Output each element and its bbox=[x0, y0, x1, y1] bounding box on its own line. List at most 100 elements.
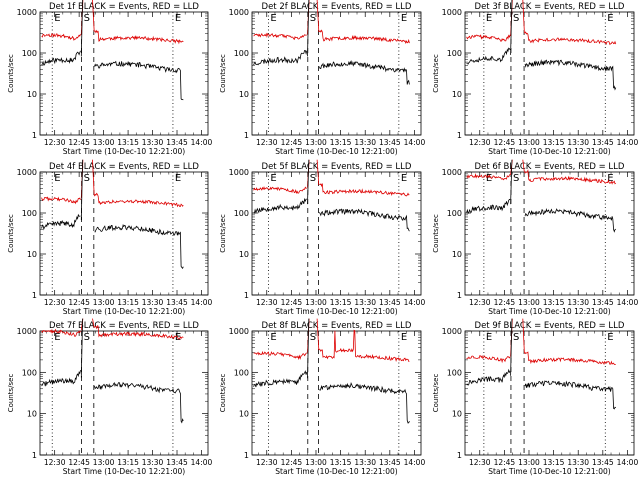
x-tick-label: 13:00 bbox=[93, 298, 115, 307]
events-series-line bbox=[41, 159, 184, 270]
x-tick-label: 13:30 bbox=[354, 138, 376, 147]
y-tick-label: 1 bbox=[457, 291, 462, 300]
x-tick-label: 13:45 bbox=[379, 298, 401, 307]
x-tick-label: 13:00 bbox=[305, 298, 327, 307]
marker-label: E bbox=[607, 173, 613, 184]
events-series-line bbox=[253, 0, 410, 85]
x-tick-label: 13:45 bbox=[166, 458, 188, 467]
x-tick-label: 13:45 bbox=[592, 458, 614, 467]
y-axis-label: Counts/sec bbox=[432, 54, 440, 93]
y-tick-label: 1 bbox=[244, 131, 249, 140]
x-tick-label: 13:15 bbox=[117, 458, 139, 467]
events-series-line bbox=[253, 318, 410, 424]
y-tick-label: 1000 bbox=[442, 327, 462, 336]
y-axis-label: Counts/sec bbox=[7, 54, 15, 93]
plot-frame bbox=[39, 171, 209, 296]
y-tick-label: 1 bbox=[244, 291, 249, 300]
x-axis-label: Start Time (10-Dec-10 12:21:00) bbox=[63, 307, 185, 316]
x-tick-label: 12:45 bbox=[494, 138, 516, 147]
x-tick-label: 13:45 bbox=[592, 138, 614, 147]
plot-frame bbox=[464, 330, 635, 456]
y-tick-label: 1000 bbox=[442, 168, 462, 177]
marker-label: E bbox=[270, 173, 276, 184]
x-tick-label: 13:45 bbox=[379, 458, 401, 467]
panel-det-7f: Det 7f BLACK = Events, RED = LLD 1 10 100 10… bbox=[7, 318, 213, 476]
x-tick-label: 12:30 bbox=[256, 458, 278, 467]
events-series-line bbox=[466, 0, 617, 91]
x-tick-label: 14:00 bbox=[617, 298, 639, 307]
x-axis-label: Start Time (10-Dec-10 12:21:00) bbox=[275, 467, 397, 476]
panel-det-1f: Det 1f BLACK = Events, RED = LLD 1 10 100 10… bbox=[7, 0, 213, 156]
panel-det-9f: Det 9f BLACK = Events, RED = LLD 1 10 100 10… bbox=[432, 318, 639, 476]
plot-frame bbox=[39, 11, 209, 136]
plot-frame bbox=[251, 11, 422, 136]
marker-label: E bbox=[175, 173, 181, 184]
marker-label: S bbox=[310, 173, 316, 184]
x-tick-label: 14:00 bbox=[404, 298, 426, 307]
x-tick-label: 13:30 bbox=[142, 298, 164, 307]
x-tick-label: 12:30 bbox=[44, 138, 66, 147]
marker-label: S bbox=[513, 173, 519, 184]
x-axis-label: Start Time (10-Dec-10 12:21:00) bbox=[275, 147, 397, 156]
y-tick-label: 100 bbox=[234, 209, 249, 218]
x-tick-label: 13:30 bbox=[354, 298, 376, 307]
x-tick-label: 13:15 bbox=[543, 458, 565, 467]
y-tick-label: 100 bbox=[234, 368, 249, 377]
plot-frame bbox=[251, 171, 422, 296]
marker-label: S bbox=[513, 13, 519, 24]
x-tick-label: 12:45 bbox=[494, 298, 516, 307]
x-tick-label: 12:45 bbox=[68, 298, 90, 307]
x-tick-label: 12:45 bbox=[68, 138, 90, 147]
x-tick-label: 12:30 bbox=[44, 458, 66, 467]
x-tick-label: 13:00 bbox=[305, 458, 327, 467]
y-tick-label: 1000 bbox=[442, 8, 462, 17]
y-tick-label: 10 bbox=[27, 410, 37, 419]
lld-series-line bbox=[253, 159, 410, 197]
marker-label: S bbox=[310, 332, 316, 343]
x-tick-label: 13:45 bbox=[166, 138, 188, 147]
x-tick-label: 14:00 bbox=[617, 458, 639, 467]
x-tick-label: 12:45 bbox=[281, 458, 303, 467]
lld-series-line bbox=[466, 318, 616, 366]
lld-series-line bbox=[253, 318, 410, 362]
x-tick-label: 13:45 bbox=[166, 298, 188, 307]
y-tick-label: 1000 bbox=[17, 168, 37, 177]
events-series-line bbox=[41, 318, 184, 424]
y-axis-label: Counts/sec bbox=[219, 374, 227, 413]
y-tick-label: 1 bbox=[32, 131, 37, 140]
marker-label: E bbox=[54, 13, 60, 24]
panel-det-2f: Det 2f BLACK = Events, RED = LLD 1 10 100 10… bbox=[219, 0, 425, 156]
x-tick-label: 13:45 bbox=[379, 138, 401, 147]
x-tick-label: 14:00 bbox=[404, 138, 426, 147]
marker-label: E bbox=[270, 332, 276, 343]
x-tick-label: 12:45 bbox=[281, 138, 303, 147]
y-axis-label: Counts/sec bbox=[219, 214, 227, 253]
y-axis-label: Counts/sec bbox=[432, 374, 440, 413]
y-axis-label: Counts/sec bbox=[219, 54, 227, 93]
x-tick-label: 13:15 bbox=[117, 298, 139, 307]
marker-label: E bbox=[486, 13, 492, 24]
x-tick-label: 12:45 bbox=[68, 458, 90, 467]
marker-label: E bbox=[54, 173, 60, 184]
y-tick-label: 10 bbox=[452, 410, 462, 419]
y-tick-label: 1 bbox=[32, 451, 37, 460]
y-axis-label: Counts/sec bbox=[7, 214, 15, 253]
panel-det-3f: Det 3f BLACK = Events, RED = LLD 1 10 100 10… bbox=[432, 0, 638, 156]
x-tick-label: 13:00 bbox=[93, 138, 115, 147]
y-tick-label: 100 bbox=[22, 49, 37, 58]
y-tick-label: 1 bbox=[457, 131, 462, 140]
events-series-line bbox=[466, 318, 617, 410]
y-tick-label: 1000 bbox=[229, 327, 249, 336]
x-tick-label: 13:15 bbox=[117, 138, 139, 147]
events-series-line bbox=[466, 159, 617, 233]
x-tick-label: 13:00 bbox=[93, 458, 115, 467]
plot-frame bbox=[251, 330, 422, 456]
x-tick-label: 14:00 bbox=[191, 458, 213, 467]
x-tick-label: 13:00 bbox=[518, 298, 540, 307]
events-series-line bbox=[253, 159, 410, 232]
marker-label: S bbox=[513, 332, 519, 343]
y-tick-label: 1 bbox=[244, 451, 249, 460]
marker-label: E bbox=[607, 332, 613, 343]
